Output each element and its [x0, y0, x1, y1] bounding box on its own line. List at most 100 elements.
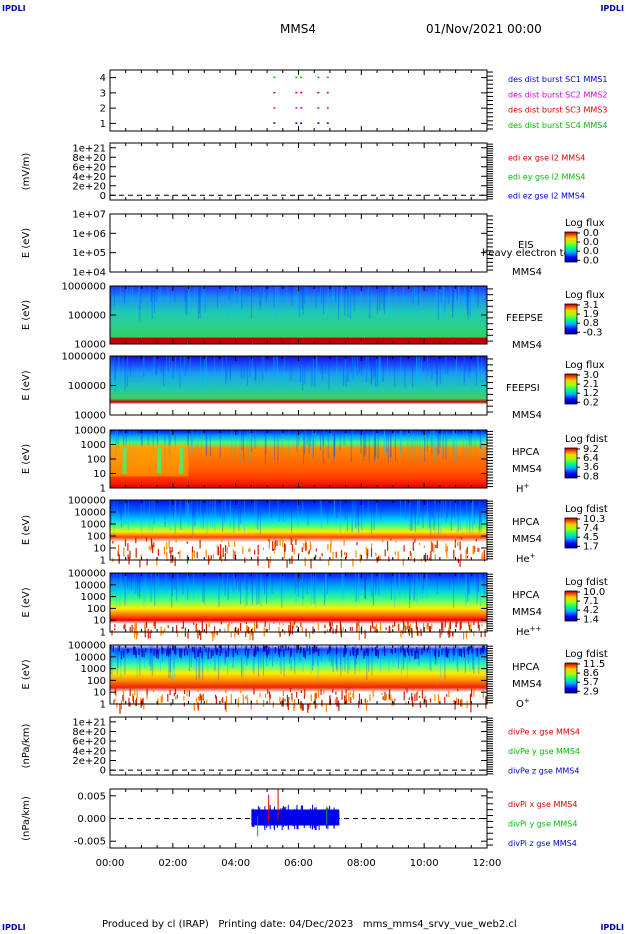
speckle [284, 630, 286, 635]
speckle [114, 624, 116, 627]
spectrogram-texture [400, 430, 402, 456]
spectrogram-texture [188, 500, 190, 528]
speckle [480, 631, 482, 638]
species-label: He++ [516, 625, 542, 638]
speckle [404, 649, 406, 658]
spectrogram-texture [112, 356, 114, 376]
spectrogram-texture [362, 500, 364, 519]
speckle [328, 646, 330, 654]
speckle [224, 552, 226, 561]
y-tick-label: 6e+20 [72, 162, 106, 173]
speckle [408, 650, 410, 656]
spectrogram-texture [166, 356, 168, 380]
speckle [179, 556, 181, 560]
speckle [127, 554, 129, 559]
speckle [336, 696, 338, 707]
y-tick-label: 100 [87, 676, 106, 687]
spectrogram-texture [187, 430, 189, 458]
spectrogram-texture [358, 500, 360, 534]
spectrogram-texture [283, 645, 285, 676]
spectrogram-texture [294, 645, 296, 675]
spectrogram-texture [364, 573, 366, 590]
speckle [133, 627, 135, 630]
y-tick-label: 10000 [74, 426, 106, 437]
legend-entry: edi ex gse l2 MMS4 [508, 153, 585, 162]
spectrogram-texture [414, 500, 416, 533]
speckle [345, 695, 347, 705]
spectrogram-texture [177, 645, 179, 663]
spectrogram-texture [413, 573, 415, 601]
spectrogram-texture [435, 286, 437, 314]
spectrogram-texture [479, 573, 481, 593]
spectrogram-texture [479, 500, 481, 530]
speckle [357, 621, 359, 625]
speckle [481, 552, 483, 560]
speckle [170, 550, 172, 558]
speckle [427, 625, 429, 630]
speckle [279, 620, 281, 625]
spectrogram-texture [122, 356, 124, 383]
spectrogram-texture [440, 645, 441, 678]
y-tick-label: -0.005 [74, 837, 106, 848]
speckle [385, 694, 387, 700]
speckle [188, 690, 190, 697]
spectrogram-texture [370, 573, 372, 598]
spectrogram-texture [186, 356, 188, 372]
speckle [426, 554, 428, 561]
spectrogram-texture [322, 430, 324, 445]
speckle [113, 700, 115, 704]
spectrogram-texture [203, 356, 205, 389]
spectrogram-texture [422, 573, 424, 590]
speckle [428, 645, 430, 650]
speckle [123, 650, 125, 658]
spectrogram-texture [476, 573, 478, 604]
spectrogram-texture [252, 645, 254, 672]
speckle [140, 697, 142, 704]
spectrogram-texture [201, 430, 202, 453]
speckle [477, 620, 479, 629]
speckle [196, 702, 199, 709]
spectrogram-texture [239, 430, 241, 464]
speckle [366, 553, 368, 559]
spectrogram-texture [117, 430, 119, 450]
speckle [480, 649, 482, 655]
speckle [240, 623, 242, 631]
corner-label-top-right: IPDLI [600, 4, 624, 13]
spectrogram-texture [455, 645, 457, 668]
speckle [475, 539, 477, 542]
speckle [153, 689, 155, 693]
colorbar-label: 4.2 [583, 605, 599, 616]
spectrogram-texture [387, 430, 389, 462]
speckle [153, 621, 155, 627]
spectrogram-texture [158, 286, 160, 308]
speckle [194, 650, 196, 659]
spectrogram-texture [359, 356, 361, 373]
y-tick-label: 6e+20 [72, 737, 106, 748]
speckle [126, 648, 128, 654]
speckle [186, 555, 189, 564]
spectrogram-texture [449, 500, 451, 527]
spectrogram-texture [271, 500, 273, 519]
speckle [394, 648, 396, 653]
speckle [454, 703, 456, 710]
spectrogram-texture [338, 286, 340, 320]
speckle [205, 623, 207, 634]
burst-marker [273, 107, 276, 109]
speckle [265, 645, 267, 652]
spectrogram-texture [440, 286, 442, 303]
spectrogram-texture [415, 573, 417, 600]
spectrogram-texture [295, 645, 297, 666]
spectrogram-texture [124, 573, 126, 605]
speckle [145, 647, 147, 652]
spectrogram-texture [177, 573, 179, 592]
speckle [278, 646, 280, 655]
spectrogram-texture [343, 356, 345, 386]
y-tick-label: 1e+05 [72, 248, 106, 259]
y-tick-label: 2e+20 [72, 181, 106, 192]
spectrogram-texture [419, 286, 421, 308]
speckle [169, 546, 171, 553]
speckle [151, 544, 153, 549]
spectrogram-texture [374, 430, 376, 462]
spectrogram-texture [412, 356, 414, 388]
spectrogram-texture [322, 430, 324, 464]
